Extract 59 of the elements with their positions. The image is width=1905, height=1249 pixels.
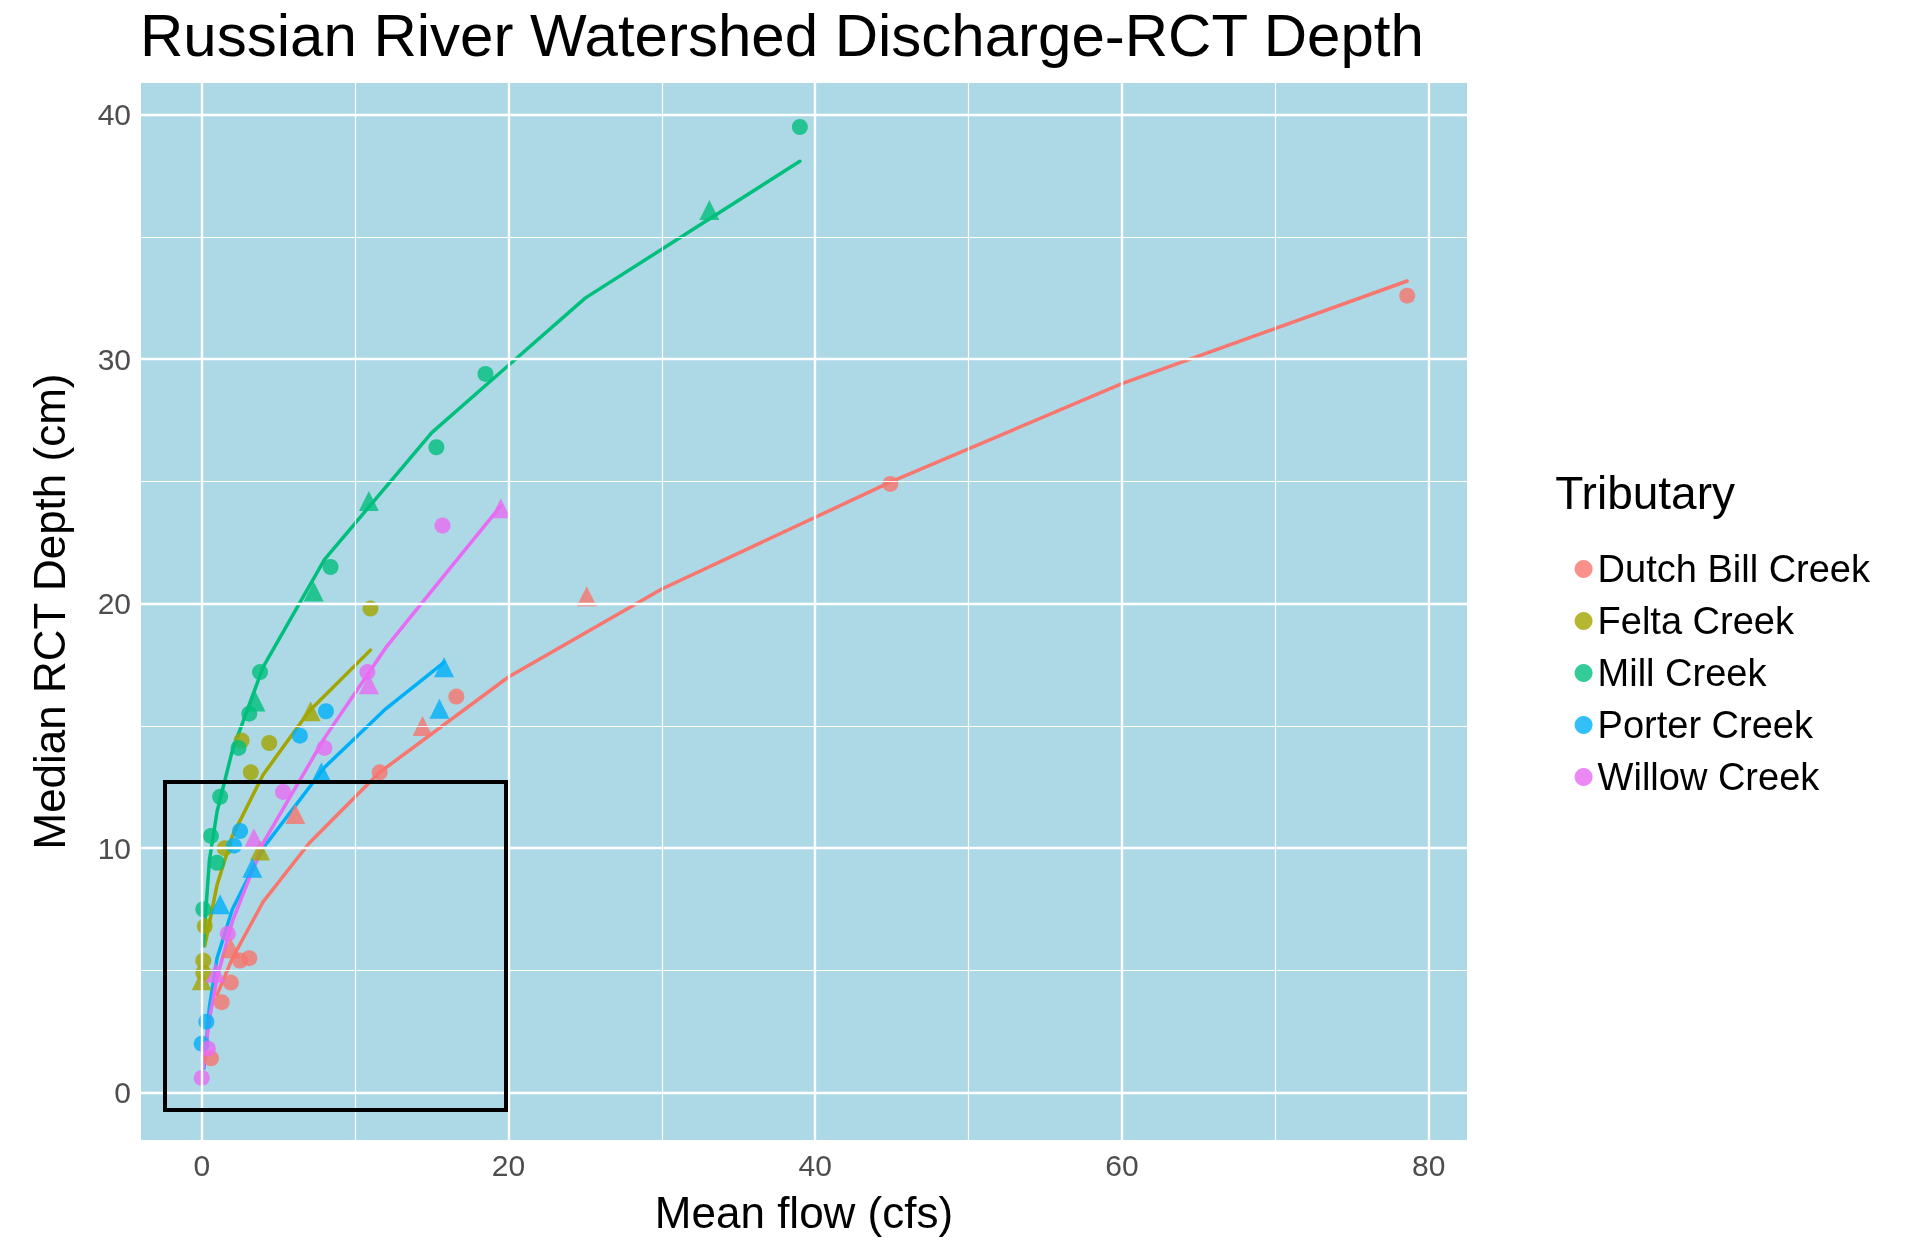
point: [429, 698, 450, 719]
point: [232, 823, 249, 840]
point: [202, 827, 219, 844]
y-axis-title: Median RCT Depth (cm): [24, 373, 74, 850]
point: [1399, 287, 1416, 304]
point: [428, 439, 445, 456]
point: [291, 727, 308, 744]
x-tick-label: 20: [491, 1148, 526, 1182]
x-tick-label: 80: [1411, 1148, 1446, 1182]
point: [490, 498, 511, 519]
x-tick-label: 60: [1105, 1148, 1139, 1182]
legend-label: Porter Creek: [1597, 704, 1814, 746]
point: [285, 803, 306, 824]
legend-label: Mill Creek: [1597, 652, 1768, 694]
point: [322, 559, 339, 576]
y-tick-label: 20: [97, 587, 131, 621]
y-tick-label: 40: [97, 98, 131, 132]
chart-title: Russian River Watershed Discharge-RCT Depth: [140, 1, 1424, 69]
point: [275, 783, 292, 800]
point: [205, 962, 226, 983]
point: [222, 974, 239, 991]
point: [209, 854, 226, 871]
point: [317, 703, 334, 720]
point: [358, 674, 379, 695]
y-tick-label: 10: [97, 831, 131, 865]
point: [261, 735, 278, 752]
point: [359, 664, 376, 681]
point: [242, 764, 259, 781]
point: [448, 688, 465, 705]
point: [220, 938, 241, 959]
point: [791, 119, 808, 135]
point: [316, 739, 333, 756]
point: [252, 664, 269, 681]
y-tick-label: 0: [114, 1076, 131, 1110]
x-tick-label: 0: [193, 1148, 211, 1182]
point: [245, 691, 266, 712]
point: [699, 200, 720, 221]
point: [212, 788, 229, 805]
point: [477, 365, 494, 382]
x-axis-title: Mean flow (cfs): [654, 1187, 954, 1237]
point: [300, 701, 321, 722]
point: [210, 894, 231, 915]
point: [213, 994, 230, 1011]
point: [434, 517, 451, 534]
point: [882, 475, 899, 492]
x-tick-label: 40: [798, 1148, 832, 1182]
legend-label: Willow Creek: [1597, 756, 1821, 798]
point: [303, 581, 324, 602]
y-tick-label: 30: [97, 342, 131, 376]
point: [412, 715, 433, 736]
legend-label: Dutch Bill Creek: [1597, 548, 1871, 590]
point: [358, 491, 379, 512]
point: [371, 764, 388, 781]
legend-title: Tributary: [1555, 467, 1735, 519]
point: [242, 857, 263, 878]
legend-label: Felta Creek: [1597, 600, 1795, 642]
point: [219, 925, 236, 942]
point: [230, 739, 247, 756]
point: [434, 657, 455, 678]
